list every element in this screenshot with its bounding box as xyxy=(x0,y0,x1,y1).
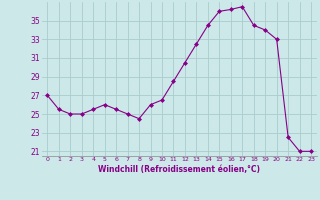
X-axis label: Windchill (Refroidissement éolien,°C): Windchill (Refroidissement éolien,°C) xyxy=(98,165,260,174)
